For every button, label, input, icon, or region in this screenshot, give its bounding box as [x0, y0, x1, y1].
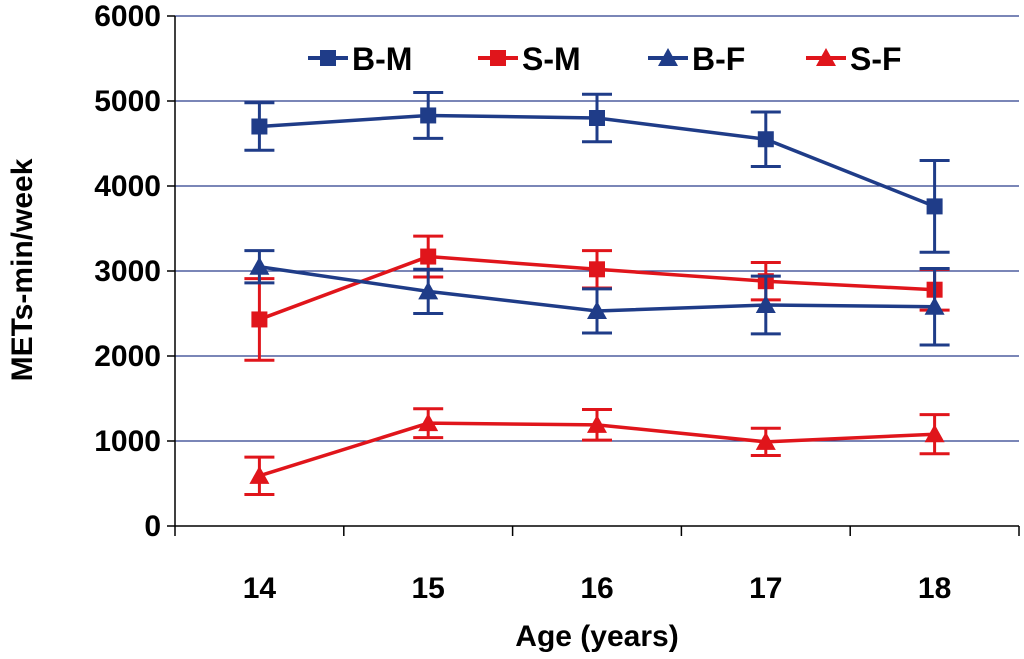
- data-point: [420, 107, 437, 124]
- y-axis-title: METs-min/week: [6, 158, 39, 381]
- y-tick-label: 2000: [94, 340, 161, 373]
- data-point: [755, 295, 776, 313]
- legend-label: B-F: [692, 41, 745, 77]
- series-b-f: [244, 249, 950, 347]
- x-tick-label: 15: [412, 572, 445, 605]
- legend-item-s-f: S-F: [806, 41, 902, 77]
- gridlines: [175, 15, 1019, 442]
- data-point: [924, 424, 945, 443]
- data-point: [249, 256, 270, 275]
- x-tick-label: 16: [580, 572, 613, 605]
- series-s-f: [244, 407, 950, 497]
- y-tick-label: 0: [144, 510, 161, 543]
- axes: 0 1000 2000 3000 4000 5000 6000 14 15 16 17 18: [94, 0, 1020, 605]
- x-tick-label: 14: [243, 572, 277, 605]
- series-b-m: [244, 91, 950, 254]
- data-point: [924, 296, 945, 315]
- data-point: [589, 261, 605, 278]
- legend-item-b-m: B-M: [308, 41, 412, 77]
- data-point: [251, 311, 268, 328]
- data-point: [420, 248, 437, 265]
- legend-label: S-M: [522, 41, 581, 77]
- legend-label: S-F: [850, 41, 902, 77]
- data-point: [926, 198, 943, 215]
- data-point: [249, 465, 270, 484]
- legend-item-b-f: B-F: [648, 41, 745, 77]
- y-tick-label: 3000: [94, 255, 161, 288]
- data-point: [418, 281, 439, 300]
- y-tick-label: 1000: [94, 425, 161, 458]
- data-point: [587, 300, 607, 319]
- legend-marker: [320, 50, 336, 66]
- y-tick-label: 4000: [94, 170, 161, 203]
- data-point: [587, 414, 607, 433]
- y-tick-label: 5000: [94, 85, 161, 118]
- x-tick-label: 17: [749, 572, 782, 605]
- data-point: [755, 431, 776, 450]
- data-point: [589, 110, 605, 126]
- legend-marker: [490, 50, 506, 66]
- data-point: [418, 413, 439, 432]
- data-point: [251, 118, 268, 135]
- data-point: [757, 131, 774, 148]
- x-axis-title: Age (years): [515, 620, 678, 653]
- legend-label: B-M: [352, 41, 412, 77]
- y-tick-label: 6000: [94, 0, 161, 33]
- series-group: [244, 91, 950, 497]
- legend-item-s-m: S-M: [478, 41, 581, 77]
- legend-marker: [658, 48, 678, 66]
- legend: B-M S-M B-F S-F: [308, 41, 902, 77]
- legend-marker: [816, 48, 836, 66]
- x-tick-label: 18: [918, 572, 951, 605]
